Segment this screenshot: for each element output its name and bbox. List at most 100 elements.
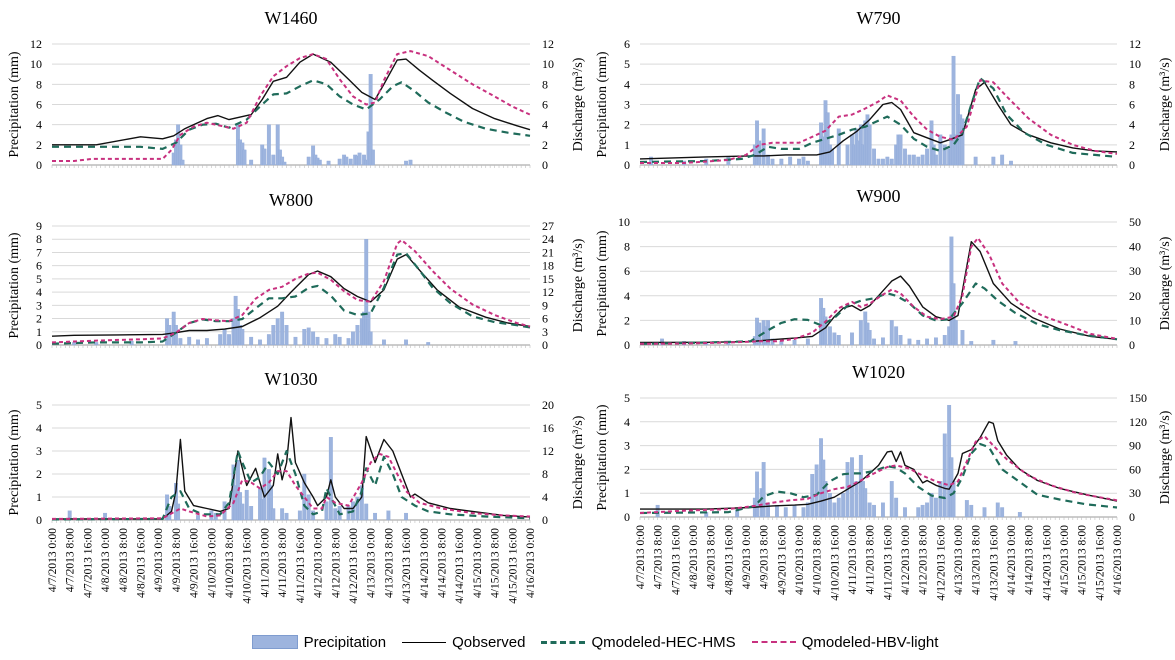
y-tick-label: 0 xyxy=(36,338,42,352)
precip-bar xyxy=(258,339,262,346)
precip-bar xyxy=(176,503,181,521)
precip-bar xyxy=(805,160,810,166)
precip-bar xyxy=(805,502,810,518)
legend-swatch-precipitation xyxy=(251,635,298,649)
x-tick-label: 4/11/2013 8:00 xyxy=(277,528,289,598)
x-tick-label: 4/13/2013 0:00 xyxy=(953,525,965,595)
legend-item-hec-hms: Qmodeled-HEC-HMS xyxy=(541,633,736,651)
y2-tick-label: 0 xyxy=(542,338,548,352)
precip-bar xyxy=(969,504,974,518)
precip-bar xyxy=(925,148,929,166)
x-tick-label: 4/10/2013 8:00 xyxy=(812,525,824,595)
y-tick-label: 6 xyxy=(624,264,630,278)
precip-bar xyxy=(404,339,408,346)
y-tick-label: 5 xyxy=(36,398,42,412)
precip-bar xyxy=(832,332,837,346)
y2-tick-label: 9 xyxy=(542,298,548,312)
y2-tick-label: 12 xyxy=(542,444,554,458)
series-line-observed xyxy=(639,241,1118,344)
precip-bar xyxy=(178,338,183,346)
series-line-hec-hms xyxy=(639,77,1118,164)
y2-tick-label: 90 xyxy=(1129,439,1141,453)
y-tick-label: 0 xyxy=(624,158,630,172)
precip-bar xyxy=(920,504,925,518)
y2-tick-label: 60 xyxy=(1129,462,1141,476)
precip-bar xyxy=(938,134,943,166)
precip-bar xyxy=(359,485,364,521)
precip-bar xyxy=(94,342,99,346)
y2-tick-label: 21 xyxy=(542,245,554,259)
y2-axis-label: Discharge (m³/s) xyxy=(571,238,586,332)
x-tick-label: 4/10/2013 16:00 xyxy=(829,525,841,601)
precip-bar xyxy=(858,320,863,346)
legend-swatch-hbv xyxy=(751,641,796,643)
y2-tick-label: 4 xyxy=(542,118,548,132)
precip-bar xyxy=(249,159,254,166)
chart-w900: W900 0 2 4 6 8 10 0 10 20 30 40 50 Precipitation (mm)… xyxy=(595,186,1173,352)
y-tick-label: 12 xyxy=(30,37,42,51)
legend-label-hec-hms: Qmodeled-HEC-HMS xyxy=(591,633,736,651)
precip-bar xyxy=(311,331,316,346)
precip-bar xyxy=(326,160,331,166)
x-minor-ticks xyxy=(639,165,1118,168)
x-tick-label: 4/7/2013 8:00 xyxy=(65,528,77,592)
precip-bar xyxy=(938,481,943,518)
precip-bar xyxy=(293,336,298,346)
x-tick-label: 4/14/2013 0:00 xyxy=(419,528,431,598)
precip-bar xyxy=(934,154,938,166)
x-tick-label: 4/7/2013 8:00 xyxy=(653,525,665,589)
y2-axis-label: Discharge (m³/s) xyxy=(571,57,586,151)
series-line-hbv xyxy=(51,239,531,344)
precip-bar xyxy=(951,55,956,166)
x-tick-label: 4/14/2013 8:00 xyxy=(437,528,449,598)
y2-tick-label: 27 xyxy=(542,219,554,233)
y-axis-label: Precipitation (mm) xyxy=(7,232,22,338)
y-tick-label: 4 xyxy=(624,289,630,303)
precip-bar xyxy=(355,496,360,521)
precip-bar xyxy=(867,330,872,346)
precip-bar xyxy=(942,335,947,346)
precip-bar xyxy=(1009,160,1013,166)
precip-bar xyxy=(280,508,285,521)
precip-bar xyxy=(761,128,766,166)
y-tick-label: 1 xyxy=(36,490,42,504)
y-tick-label: 8 xyxy=(36,77,42,91)
series-line-hbv xyxy=(52,50,531,162)
precip-bar xyxy=(876,158,881,166)
precip-bar xyxy=(960,118,965,166)
precip-bar xyxy=(982,507,987,518)
precip-bar xyxy=(280,311,285,346)
y-tick-label: 10 xyxy=(30,57,42,71)
x-tick-label: 4/10/2013 0:00 xyxy=(206,528,218,598)
precip-bar xyxy=(1000,154,1005,166)
chart-title-w1030: W1030 xyxy=(265,369,318,389)
x-minor-ticks xyxy=(639,517,1118,520)
precip-bar xyxy=(1017,512,1022,518)
precip-bar xyxy=(805,338,810,346)
precip-bar xyxy=(828,326,832,346)
precip-bar xyxy=(227,334,231,346)
precip-bar xyxy=(355,325,360,346)
y-tick-label: 8 xyxy=(36,232,42,246)
y-tick-label: 10 xyxy=(618,215,630,229)
chart-title-w800: W800 xyxy=(269,190,313,210)
x-minor-ticks xyxy=(51,165,531,168)
precip-bar xyxy=(903,148,907,166)
precip-bar xyxy=(885,156,890,166)
precip-bar xyxy=(801,156,806,166)
precip-bar xyxy=(275,318,280,346)
legend: Precipitation Qobserved Qmodeled-HEC-HMS… xyxy=(225,630,965,654)
precip-bar xyxy=(832,502,837,518)
chart-w800: W80001234567890369121518212427Precipitat… xyxy=(7,190,586,352)
y-tick-label: 1 xyxy=(624,486,630,500)
x-tick-label: 4/15/2013 16:00 xyxy=(507,528,519,604)
series-line-hec-hms xyxy=(52,79,531,150)
y-tick-label: 9 xyxy=(36,219,42,233)
y-tick-label: 5 xyxy=(624,391,630,405)
y2-tick-label: 0 xyxy=(1129,338,1135,352)
y2-tick-label: 0 xyxy=(542,158,548,172)
x-tick-label: 4/9/2013 8:00 xyxy=(759,525,771,589)
precip-bar xyxy=(872,148,876,166)
precip-bar xyxy=(324,501,329,521)
precip-bar xyxy=(315,336,320,346)
